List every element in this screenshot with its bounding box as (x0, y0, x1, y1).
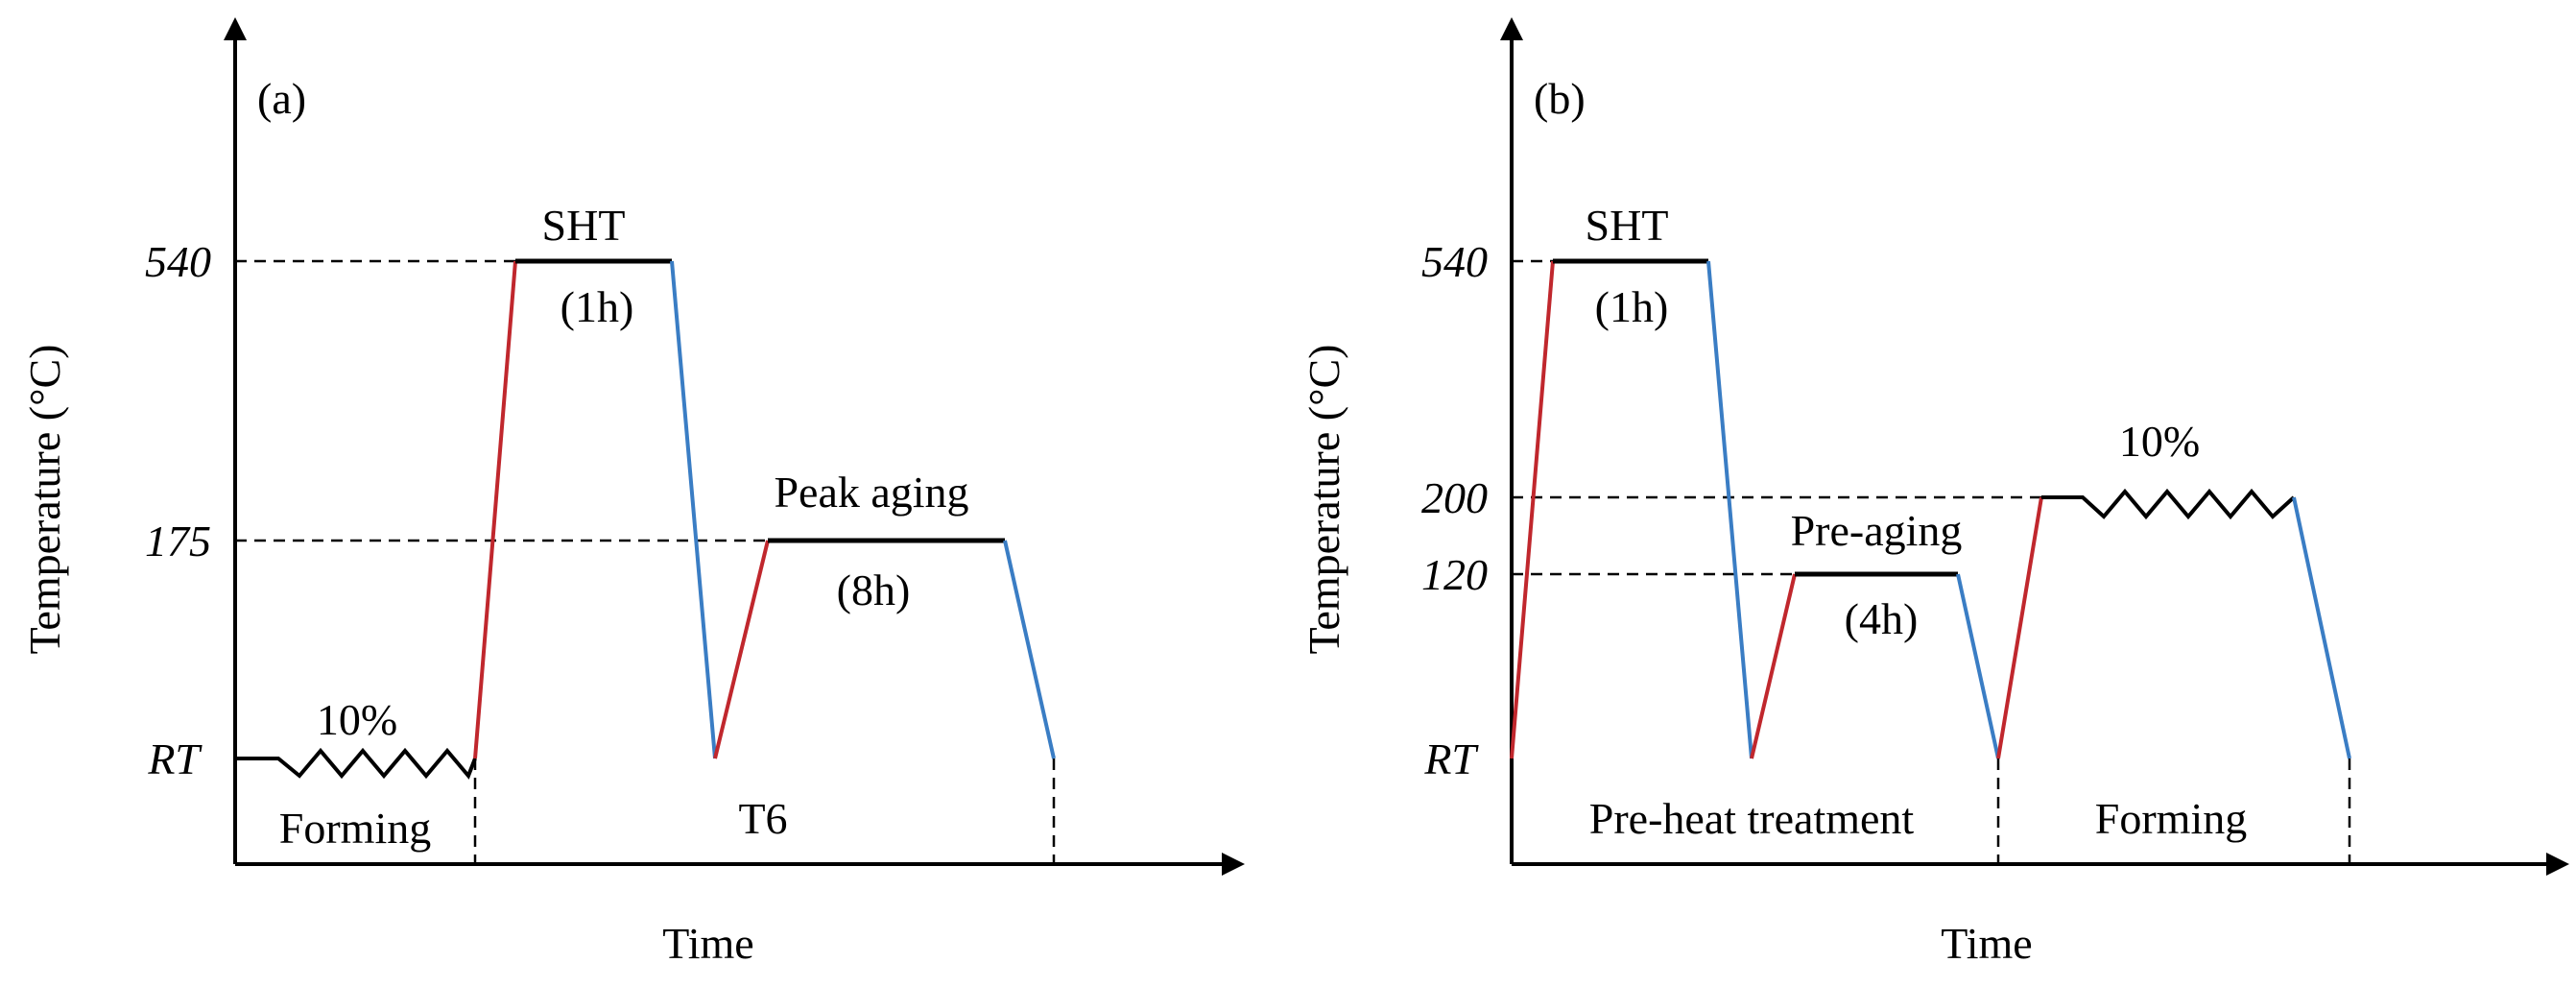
panel-a-label: (a) (257, 74, 306, 123)
panel-b-forming: Forming (2095, 794, 2247, 843)
panel-a-forming: Forming (279, 804, 431, 853)
panel-a-peak-aging-time: (8h) (837, 566, 911, 614)
panel-a-sht-time: (1h) (561, 282, 634, 331)
panel-a-forming-zigzag (235, 747, 477, 780)
panel-b-forming-zigzag (2041, 488, 2296, 520)
panel-b-x-axis-title: Time (1941, 919, 2032, 968)
panel-a-sht: SHT (542, 201, 626, 250)
panel-b-quench (1706, 260, 1753, 759)
panel-b-pre-aging: Pre-aging (1791, 506, 1963, 555)
panel-b-tick-rt: RT (1423, 734, 1479, 783)
panel-a-cooling (1003, 540, 1056, 759)
panel-b-heat-to-preaging (1750, 573, 1797, 759)
panel-a-tick-rt: RT (147, 734, 203, 783)
panel-b-sht-time: (1h) (1595, 282, 1669, 331)
panel-b-pre-heat-treatment: Pre-heat treatment (1589, 794, 1915, 843)
panel-b-y-axis-title: Temperature (°C) (1300, 345, 1348, 655)
panel-b-tick-200: 200 (1421, 473, 1488, 522)
panel-a-quench (670, 260, 717, 759)
panel-b-tick-540: 540 (1421, 237, 1488, 286)
panel-a-t6: T6 (738, 794, 787, 843)
panel-b-heat-to-sht (1510, 260, 1555, 759)
panel-b-final-cool (2292, 496, 2351, 759)
panel-b-preaging-cool (1956, 573, 2000, 759)
panel-a-heat-to-aging (713, 540, 770, 759)
panel-b-tick-120: 120 (1421, 550, 1488, 599)
panel-a-peak-aging: Peak aging (774, 468, 968, 517)
panel-a-x-axis-title: Time (662, 919, 753, 968)
panel-b-label: (b) (1534, 74, 1586, 123)
panel-a-forming-strain: 10% (317, 695, 397, 744)
panel-b-forming-strain: 10% (2119, 417, 2200, 466)
panel-b-pre-aging-time: (4h) (1845, 594, 1919, 643)
panel-b-heat-to-forming (1996, 496, 2043, 759)
panel-a-y-axis-title: Temperature (°C) (20, 345, 69, 655)
panel-a-heat-to-sht (473, 260, 517, 759)
panel-a-tick-175: 175 (145, 517, 211, 566)
panel-b: (b) 540 200 120 RT Temperature (°C) Time… (1300, 17, 2569, 968)
panel-b-sht: SHT (1586, 201, 1669, 250)
panel-a: (a) 540 175 RT Temperature (°C) Time SHT… (20, 17, 1245, 968)
panel-a-tick-540: 540 (145, 237, 211, 286)
